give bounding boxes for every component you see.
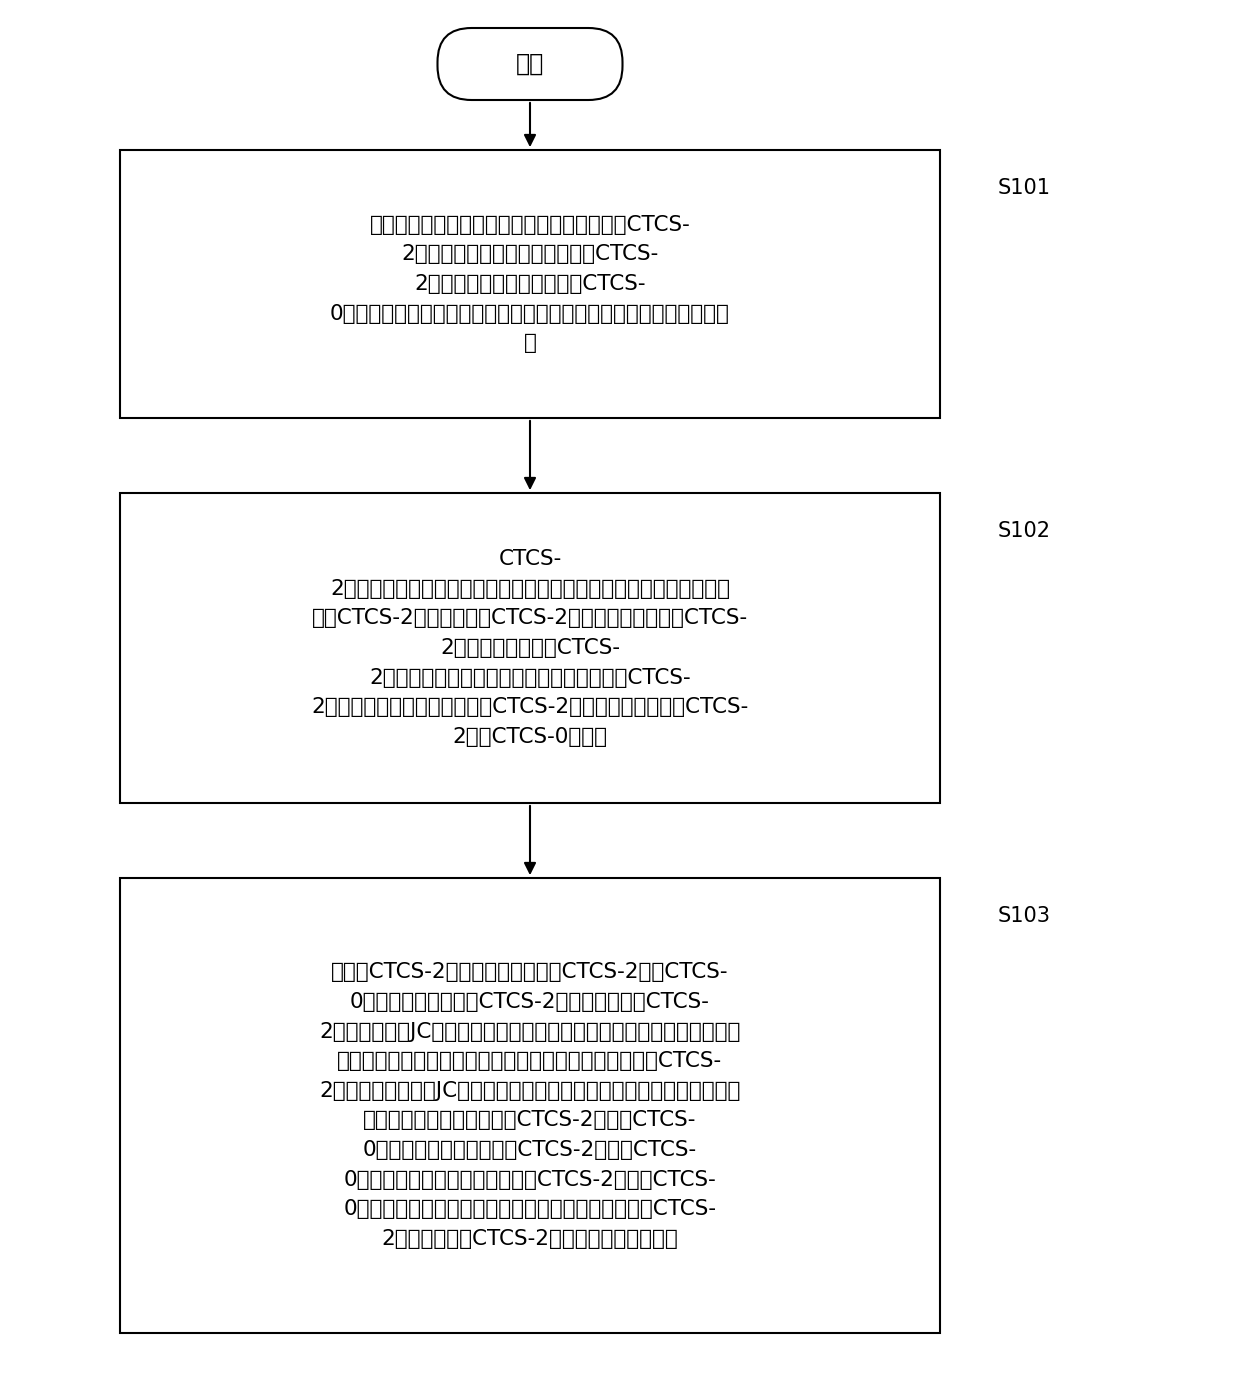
Text: CTCS-
2站列控中心识别半自动闭塞改变方向逻辑电路中有极继电器的状态，
形成CTCS-2站发车状态，CTCS-2站列控中心根据所述CTCS-
2站发车状态向: CTCS- 2站列控中心识别半自动闭塞改变方向逻辑电路中有极继电器的状态， 形成… [311,549,749,747]
Text: S101: S101 [998,178,1052,198]
Text: 将列控等级转换装置中的多个应答器组设置在CTCS-
2站进站信号机的轨道电路区段，CTCS-
2站进站信号机的轨道电路和CTCS-
0站进站信号机的轨道电路之间: 将列控等级转换装置中的多个应答器组设置在CTCS- 2站进站信号机的轨道电路区段… [330,214,730,353]
Text: 开始: 开始 [516,51,544,77]
Text: 当形成CTCS-2站发车状态且列车从CTCS-2站往CTCS-
0站运行时，咽喉区的CTCS-2轨道电路给列车CTCS-
2车载装置发送JC码，并且列控等级转换: 当形成CTCS-2站发车状态且列车从CTCS-2站往CTCS- 0站运行时，咽喉… [320,963,740,1249]
FancyBboxPatch shape [120,492,940,803]
Text: S103: S103 [998,906,1052,926]
FancyBboxPatch shape [120,878,940,1333]
FancyBboxPatch shape [120,150,940,419]
Text: S102: S102 [998,522,1052,541]
FancyBboxPatch shape [438,28,622,100]
